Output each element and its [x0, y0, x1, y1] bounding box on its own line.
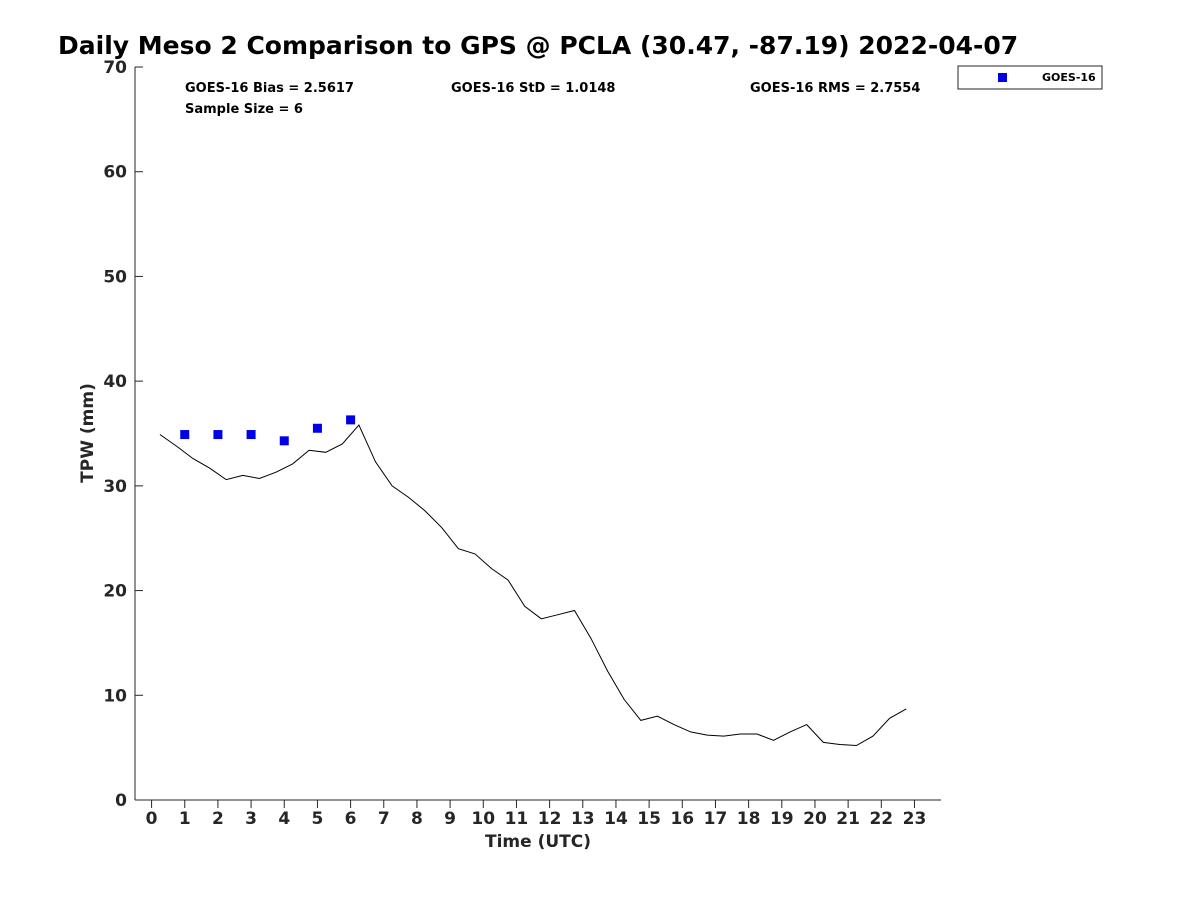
- x-tick-label: 16: [670, 809, 694, 829]
- y-axis-label: TPW (mm): [78, 383, 98, 483]
- y-tick-label: 0: [115, 791, 127, 811]
- y-tick-label: 40: [103, 372, 127, 392]
- gps-tpw-line: [159, 424, 907, 747]
- goes16-point: [279, 436, 289, 446]
- x-tick-label: 12: [538, 809, 562, 829]
- y-tick-label: 50: [103, 267, 127, 287]
- legend: GOES-16: [957, 65, 1103, 90]
- x-tick-label: 4: [278, 809, 290, 829]
- x-tick-label: 20: [803, 809, 827, 829]
- x-tick-label: 3: [245, 809, 257, 829]
- x-tick-label: 11: [505, 809, 529, 829]
- chart-title: Daily Meso 2 Comparison to GPS @ PCLA (3…: [58, 31, 1018, 60]
- y-ticks: 0 10 20 30 40 50 60 70: [103, 58, 143, 811]
- x-tick-label: 8: [411, 809, 423, 829]
- x-tick-label: 9: [444, 809, 456, 829]
- x-tick-label: 13: [571, 809, 595, 829]
- x-tick-label: 19: [770, 809, 794, 829]
- x-tick-label: 21: [836, 809, 860, 829]
- x-tick-label: 5: [312, 809, 324, 829]
- goes16-point: [180, 430, 190, 440]
- goes16-point: [213, 430, 223, 440]
- goes16-point: [312, 423, 322, 433]
- sample-size-stat: Sample Size = 6: [185, 102, 303, 117]
- x-tick-label: 10: [471, 809, 495, 829]
- x-tick-label: 23: [903, 809, 927, 829]
- x-axis-label: Time (UTC): [485, 832, 591, 852]
- x-tick-label: 7: [378, 809, 390, 829]
- goes16-point: [346, 415, 356, 425]
- bias-stat: GOES-16 Bias = 2.5617: [185, 81, 354, 96]
- x-tick-label: 18: [737, 809, 761, 829]
- x-tick-label: 17: [704, 809, 728, 829]
- x-tick-label: 0: [146, 809, 158, 829]
- y-tick-label: 20: [103, 582, 127, 602]
- x-tick-label: 2: [212, 809, 224, 829]
- y-tick-label: 70: [103, 58, 127, 78]
- x-tick-label: 22: [869, 809, 893, 829]
- rms-stat: GOES-16 RMS = 2.7554: [750, 81, 920, 96]
- legend-box: [957, 65, 1103, 90]
- x-tick-label: 6: [345, 809, 357, 829]
- std-stat: GOES-16 StD = 1.0148: [451, 81, 615, 96]
- x-tick-label: 14: [604, 809, 628, 829]
- x-tick-label: 1: [179, 809, 191, 829]
- legend-marker-goes16: [998, 73, 1007, 82]
- y-tick-label: 10: [103, 686, 127, 706]
- goes16-point: [246, 430, 256, 440]
- x-ticks: 0 1 2 3 4 5 6 7 8 9 10 11 12 13 14 15 16 17 18 19 20 21 22 23: [146, 800, 927, 829]
- y-tick-label: 30: [103, 477, 127, 497]
- plot-series: [159, 415, 907, 747]
- y-tick-label: 60: [103, 163, 127, 183]
- legend-label-goes16: GOES-16: [1042, 71, 1096, 84]
- x-tick-label: 15: [637, 809, 661, 829]
